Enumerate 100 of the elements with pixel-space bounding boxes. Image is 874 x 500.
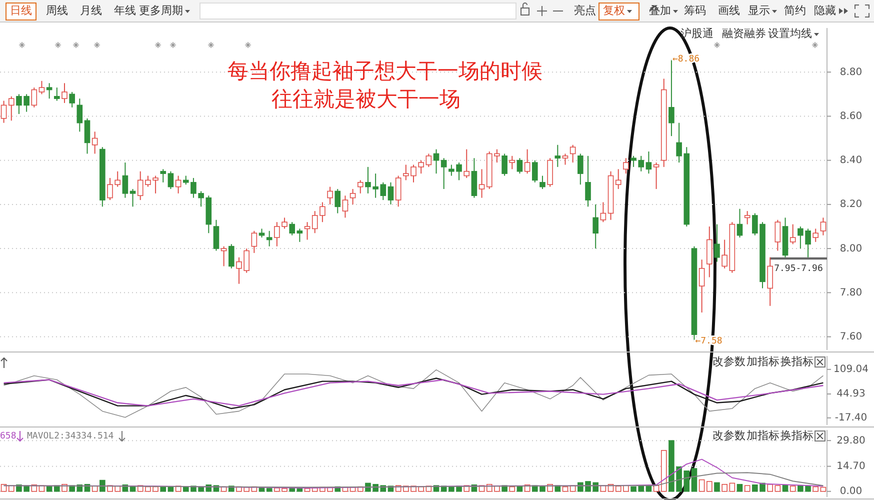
annotation: 沪股通 [680,27,714,40]
annotation: 加指标 [746,429,780,442]
candlestick [38,80,45,95]
bar [646,486,652,492]
bar [714,482,720,492]
candlestick [502,153,508,176]
candlestick [623,158,629,174]
candlestick [357,180,364,194]
text: 更多周期 [139,4,183,18]
candlestick [92,131,98,154]
text: 复权 [603,4,625,18]
line-series [3,369,824,418]
text: 显示 [748,4,770,18]
candlestick [714,224,720,262]
text: 隐藏 [814,4,836,18]
candlestick [722,239,728,269]
y-tick-label: 8.60 [840,110,862,122]
candlestick [516,158,523,174]
annotation: MAVOL2:34334.514 [27,431,114,442]
candlestick [296,228,303,242]
candlestick [304,222,310,240]
candlestick [84,118,90,154]
candlestick [812,228,819,242]
candlestick [388,182,394,205]
text: 筹码 [684,4,706,18]
candlestick [820,217,826,236]
candlestick [668,58,674,137]
candlestick [570,144,576,164]
candlestick [334,188,341,214]
text: 日线 [10,4,32,18]
y-tick-label: 8.80 [840,66,862,78]
candlestick [767,256,773,306]
candlestick [160,168,166,183]
bar [790,486,796,492]
bar [258,488,265,492]
candlestick [175,175,182,194]
candlestick [251,230,258,254]
annotation: 658 [0,431,16,442]
bar [660,450,667,492]
bar [653,485,660,492]
bar [706,481,712,492]
candlestick [122,162,128,198]
text: 年线 [114,4,136,18]
candlestick [774,219,781,252]
candlestick [615,168,622,190]
candlestick [168,170,174,190]
candlestick [54,87,60,102]
bar [812,486,819,492]
candlestick [433,148,440,174]
bar [767,484,773,492]
bar [782,484,788,492]
bar [722,484,728,492]
annotation: 每当你撸起袖子想大干一场的时候 [228,59,542,83]
y-tick-label: 7.60 [840,332,862,342]
candlestick [213,219,220,252]
candlestick [31,87,38,108]
bar [509,486,516,492]
text: 简约 [784,4,806,18]
bar [0,484,7,492]
candlestick [440,158,447,190]
bar [774,485,781,492]
candlestick [220,246,227,267]
annotation: 换指标 [780,355,814,368]
text: 月线 [80,4,102,18]
y-tick-label: 0.00 [840,486,862,498]
bar [160,486,166,492]
bar [744,485,750,492]
candlestick [653,162,660,190]
y-tick-label: 14.70 [836,461,866,472]
candlestick [592,204,598,250]
candlestick [46,82,52,100]
text: 画线 [718,4,740,18]
candlestick [76,98,83,132]
candlestick [464,148,470,178]
candlestick [532,160,538,183]
candlestick [380,182,386,201]
annotation: 设置均线 [768,27,812,40]
candlestick [646,151,652,174]
annotation: 往往就是被大干一场 [272,87,460,111]
candlestick [478,168,485,198]
annotation: 换指标 [780,429,814,442]
bar [729,482,736,492]
candlestick [327,186,333,205]
candlestick [289,222,296,236]
bar [266,488,272,492]
candlestick [585,155,591,208]
candlestick [228,244,234,269]
bar [698,479,705,492]
candlestick [524,148,530,174]
candlestick [540,175,546,190]
bar [691,468,698,492]
annotation: 加指标 [746,355,780,368]
candlestick [350,188,356,205]
candlestick [600,202,606,223]
bar [736,484,743,492]
y-tick-label: -17.40 [834,412,868,424]
candlestick [342,195,348,218]
line-series [3,472,824,488]
bar [100,480,106,492]
candlestick [426,153,432,168]
